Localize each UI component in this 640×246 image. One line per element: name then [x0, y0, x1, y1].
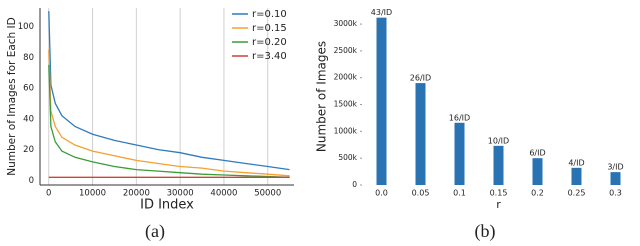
- y-tick-label: 0: [29, 176, 34, 186]
- bar: [454, 122, 465, 185]
- series-line: [48, 11, 290, 171]
- x-tick-label: 50000: [254, 189, 281, 199]
- y-axis-label: Number of Images: [315, 41, 329, 152]
- bar-annotation: 43/ID: [371, 8, 392, 17]
- bar: [493, 145, 504, 185]
- bar-annotation: 3/ID: [607, 163, 623, 172]
- series-line: [48, 49, 290, 177]
- x-tick-label: 40000: [210, 189, 237, 199]
- y-tick-label: 100: [18, 22, 34, 32]
- y-tick-label: 0: [352, 180, 357, 189]
- y-tick-label: 1000k: [334, 126, 358, 135]
- bar-annotation: 6/ID: [529, 149, 545, 158]
- legend-label: r=3.40: [252, 51, 287, 62]
- bar-annotation: 4/ID: [568, 158, 584, 167]
- x-tick-label: 0.15: [490, 189, 508, 198]
- x-tick-label: 0.0: [375, 189, 388, 198]
- bar-annotation: 10/ID: [488, 136, 509, 145]
- x-tick-label: 0.1: [453, 189, 466, 198]
- legend-label: r=0.20: [252, 37, 287, 48]
- x-tick-label: 30000: [167, 189, 194, 199]
- x-tick-label: 0.25: [568, 189, 586, 198]
- bar: [571, 167, 582, 185]
- y-tick-label: 20: [23, 145, 34, 155]
- caption: (a): [145, 221, 165, 242]
- x-tick-label: 20000: [123, 189, 150, 199]
- bar: [532, 158, 543, 185]
- caption: (b): [475, 221, 496, 242]
- bar: [610, 172, 621, 185]
- bar-annotation: 26/ID: [410, 74, 431, 83]
- bar-annotation: 16/ID: [449, 113, 470, 122]
- legend-label: r=0.15: [252, 23, 287, 34]
- x-tick-label: 0.3: [609, 189, 622, 198]
- y-tick-label: 3000k: [334, 19, 358, 28]
- y-tick-label: 1500k: [334, 100, 358, 109]
- x-tick-label: 10000: [79, 189, 106, 199]
- series-line: [48, 64, 290, 178]
- y-tick-label: 500k: [338, 153, 357, 162]
- x-axis-label: r: [496, 198, 501, 211]
- bar: [415, 83, 426, 185]
- legend-label: r=0.10: [252, 9, 287, 20]
- x-tick-label: 0.05: [412, 189, 430, 198]
- x-axis-label: ID Index: [140, 198, 194, 213]
- y-tick-label: 60: [23, 84, 34, 94]
- y-tick-label: 2500k: [334, 46, 358, 55]
- bar: [376, 17, 387, 186]
- x-tick-label: 0: [46, 189, 51, 199]
- y-axis-label: Number of Images for Each ID: [6, 17, 18, 175]
- x-tick-label: 0.2: [531, 189, 544, 198]
- y-tick-label: 2000k: [334, 73, 358, 82]
- y-tick-label: 80: [23, 53, 34, 63]
- y-tick-label: 40: [23, 114, 34, 124]
